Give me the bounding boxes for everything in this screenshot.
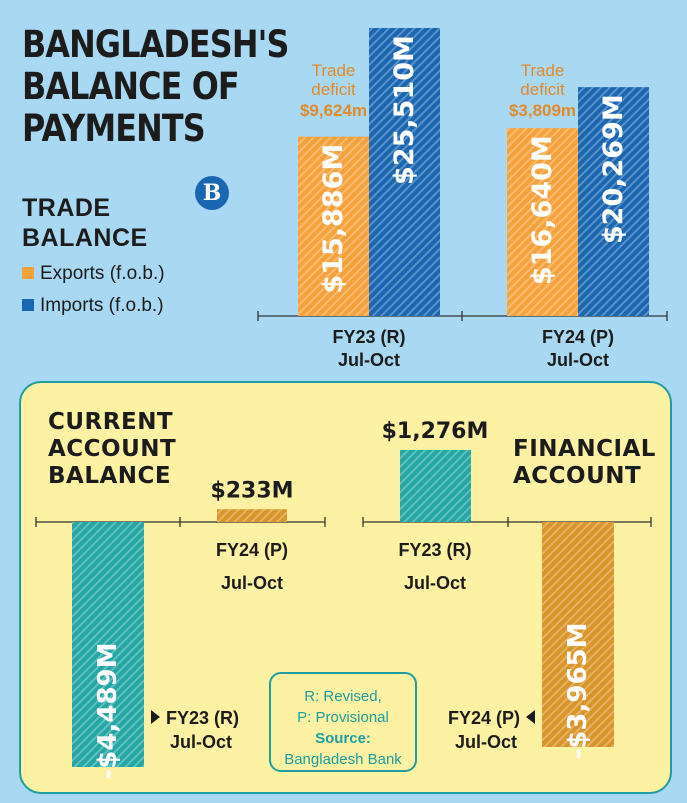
legend-swatch-exports — [22, 267, 34, 279]
note-source: Bangladesh Bank — [284, 751, 402, 768]
current-account-category-2-line-2: Jul-Oct — [221, 573, 283, 593]
legend-item-exports: Exports (f.o.b.) — [22, 263, 165, 285]
current-account-title: CURRENT ACCOUNT BALANCE — [48, 409, 176, 490]
note-provisional: P: Provisional — [297, 709, 389, 726]
financial-account-title-line-2: ACCOUNT — [513, 463, 642, 489]
current-account-pointer-icon — [151, 710, 160, 724]
title-line-2: BALANCE OF — [22, 65, 240, 108]
current-account-bar-2-label: $233M — [210, 478, 293, 503]
financial-account-pointer-icon — [526, 710, 535, 724]
note-source-label: Source: — [315, 730, 371, 747]
exports-bar-2-hatch — [507, 128, 578, 316]
trade-category-1-line-1: FY23 (R) — [332, 327, 405, 347]
current-account-bar-2-hatch — [217, 509, 287, 522]
legend-label-imports: Imports (f.o.b.) — [40, 295, 164, 316]
financial-account-bar-2-hatch — [542, 522, 614, 747]
source-note: R: Revised, P: Provisional Source: Bangl… — [269, 672, 417, 772]
note-revised: R: Revised, — [304, 688, 382, 705]
financial-account-category-2-line-2: Jul-Oct — [455, 732, 517, 752]
trade-category-2-line-2: Jul-Oct — [547, 350, 609, 370]
current-account-bar-1-label: -$4,489M — [93, 643, 123, 780]
financial-account-category-2-line-1: FY24 (P) — [448, 708, 520, 728]
title-line-3: PAYMENTS — [22, 107, 206, 150]
chart-title: BANGLADESH'S BALANCE OF PAYMENTS — [22, 24, 289, 150]
trade-deficit-2-line-2: deficit — [520, 80, 565, 99]
current-account-bar-1-hatch — [72, 522, 144, 767]
financial-account-category-1-line-1: FY23 (R) — [398, 540, 471, 560]
imports-bar-1-hatch — [369, 28, 440, 316]
subtitle-line-2: BALANCE — [22, 224, 148, 252]
exports-bar-1-hatch — [298, 136, 369, 316]
exports-bar-1-label: $15,886M — [318, 144, 349, 294]
legend-item-imports: Imports (f.o.b.) — [22, 295, 164, 317]
current-account-title-line-1: CURRENT — [48, 409, 174, 435]
trade-deficit-1-value: $9,624m — [300, 101, 367, 120]
financial-account-bar-1-hatch — [400, 450, 471, 522]
imports-bar-2-label: $20,269M — [598, 94, 629, 244]
imports-bar-2-hatch — [578, 87, 649, 316]
trade-deficit-2-value: $3,809m — [509, 101, 576, 120]
current-account-title-line-2: ACCOUNT — [48, 436, 177, 462]
financial-account-category-1-line-2: Jul-Oct — [404, 573, 466, 593]
trade-deficit-2-line-1: Trade — [521, 61, 565, 80]
financial-account-bar-1-label: $1,276M — [382, 419, 489, 444]
trade-category-1-line-2: Jul-Oct — [338, 350, 400, 370]
current-account-category-1-line-2: Jul-Oct — [170, 732, 232, 752]
financial-account-title: FINANCIAL ACCOUNT — [513, 436, 656, 490]
current-account-category-1-line-1: FY23 (R) — [166, 708, 239, 728]
title-line-1: BANGLADESH'S — [22, 23, 289, 66]
legend-label-exports: Exports (f.o.b.) — [40, 263, 165, 284]
trade-category-2-line-1: FY24 (P) — [542, 327, 614, 347]
trade-deficit-1-line-1: Trade — [312, 61, 356, 80]
publisher-logo: B — [195, 176, 229, 210]
financial-account-bar-2-label: -$3,965M — [563, 623, 593, 760]
legend-swatch-imports — [22, 299, 34, 311]
imports-bar-1-label: $25,510M — [389, 35, 420, 185]
trade-balance-title: TRADE BALANCE — [22, 193, 148, 253]
trade-deficit-1-line-2: deficit — [311, 80, 356, 99]
current-account-category-2-line-1: FY24 (P) — [216, 540, 288, 560]
subtitle-line-1: TRADE — [22, 194, 111, 222]
current-account-title-line-3: BALANCE — [48, 463, 172, 489]
financial-account-title-line-1: FINANCIAL — [513, 436, 656, 462]
exports-bar-2-label: $16,640M — [527, 135, 558, 285]
